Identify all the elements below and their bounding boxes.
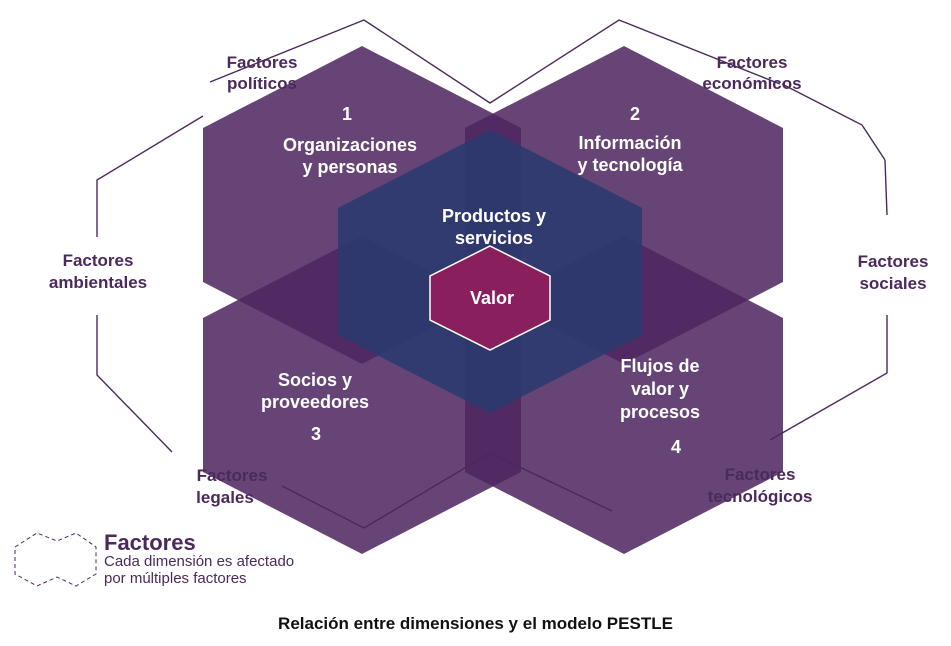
factor-legales-line2: legales	[196, 488, 254, 507]
dimension-2-label-line1: Información	[578, 133, 681, 153]
center-label-line2: servicios	[455, 228, 533, 248]
factor-economicos-line1: Factores	[717, 53, 788, 72]
dimension-4-label-line1: Flujos de	[620, 356, 699, 376]
dimension-2-label-line2: y tecnología	[577, 155, 683, 175]
figure-caption: Relación entre dimensiones y el modelo P…	[278, 614, 673, 633]
dimension-4-label-line2: valor y	[631, 379, 689, 399]
factor-sociales-line1: Factores	[858, 252, 929, 271]
legend: Factores Cada dimensión es afectado por …	[14, 530, 294, 587]
hexagon-value	[429, 245, 551, 351]
dimension-1-label-line1: Organizaciones	[283, 135, 417, 155]
center-label-line1: Productos y	[442, 206, 546, 226]
pestle-diagram: 1 Organizaciones y personas 2 Informació…	[14, 19, 929, 587]
dimension-3-number: 3	[311, 424, 321, 444]
legend-factors-icon	[14, 532, 97, 587]
factor-ambientales-line2: ambientales	[49, 273, 147, 292]
dimension-1-label-line2: y personas	[302, 157, 397, 177]
factor-tecnologicos-line1: Factores	[725, 465, 796, 484]
legend-description-line2: por múltiples factores	[104, 570, 247, 587]
factor-economicos-line2: económicos	[702, 74, 801, 93]
dimension-3-label-line1: Socios y	[278, 370, 352, 390]
legend-title: Factores	[104, 530, 196, 555]
legend-description-line1: Cada dimensión es afectado	[104, 553, 294, 570]
dimension-4-label-line3: procesos	[620, 402, 700, 422]
factor-sociales-line2: sociales	[859, 274, 926, 293]
factor-tecnologicos-line2: tecnológicos	[708, 487, 813, 506]
dimension-4-number: 4	[671, 437, 681, 457]
dimension-2-number: 2	[630, 104, 640, 124]
factor-ambientales-line1: Factores	[63, 251, 134, 270]
factor-legales-line1: Factores	[197, 466, 268, 485]
dimension-1-number: 1	[342, 104, 352, 124]
factor-politicos-line1: Factores	[227, 53, 298, 72]
core-value-label: Valor	[470, 288, 514, 308]
dimension-3-label-line2: proveedores	[261, 392, 369, 412]
factor-politicos-line2: políticos	[227, 74, 297, 93]
